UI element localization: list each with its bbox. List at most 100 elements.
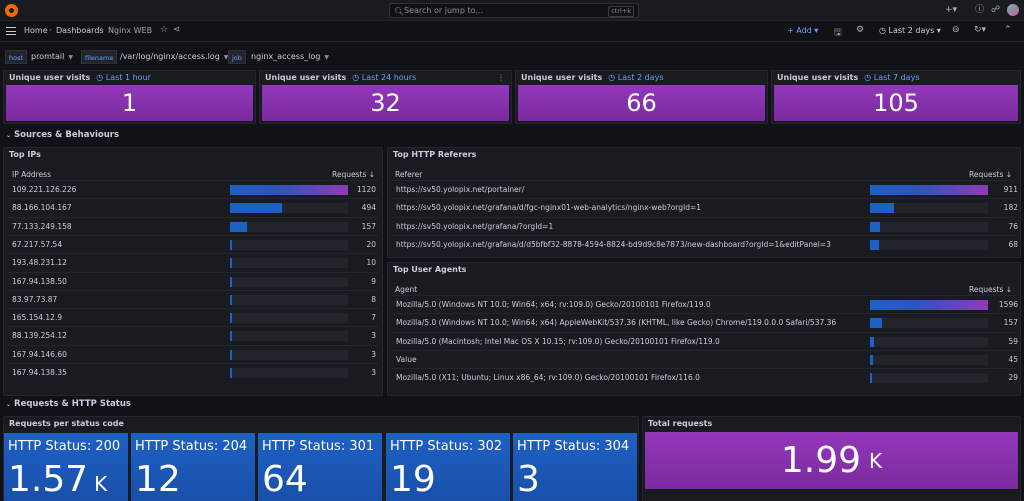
panel-top-ips[interactable]: Top IPs IP Address Requests ↓ 109.221.12…: [3, 147, 383, 396]
column-header-ip[interactable]: IP Address: [12, 170, 51, 179]
requests-value: 1596: [998, 300, 1018, 309]
column-header-requests[interactable]: Requests ↓: [969, 170, 1013, 179]
panel-total-requests[interactable]: Total requests 1.99 K: [642, 416, 1021, 501]
user-agent: Mozilla/5.0 (Macintosh; Intel Mac OS X 1…: [396, 336, 720, 346]
panel-top-referers[interactable]: Top HTTP Referers Referer Requests ↓ htt…: [387, 147, 1021, 258]
table-row[interactable]: 77.133.249.158 157: [8, 216, 378, 235]
status-value: 12: [135, 459, 181, 500]
requests-value: 20: [366, 239, 376, 249]
table-row[interactable]: 88.139.254.12 3: [8, 326, 378, 344]
row-header-sources[interactable]: ⌄ Sources & Behaviours: [6, 130, 120, 140]
referer-url: https://sv50.yolopix.net/grafana/?orgId=…: [396, 221, 554, 231]
row-header-requests[interactable]: ⌄ Requests & HTTP Status: [6, 399, 131, 409]
avatar[interactable]: [1007, 4, 1019, 16]
help-icon[interactable]: ⓘ: [975, 5, 985, 15]
chevron-up-icon[interactable]: ⌃: [1004, 25, 1012, 35]
add-button[interactable]: +︎ Add ▾: [787, 26, 819, 35]
table-row[interactable]: 83.97.73.87 8: [8, 289, 378, 308]
zoom-out-icon[interactable]: ⊖: [952, 25, 960, 35]
table-row[interactable]: 165.154.12.9 7: [8, 308, 378, 326]
column-header-referer[interactable]: Referer: [395, 170, 423, 179]
gauge-fill: [230, 294, 232, 305]
time-info: ◷ Last 1 hour: [96, 73, 151, 82]
ip-address: 165.154.12.9: [12, 313, 63, 323]
share-icon[interactable]: ⋖: [173, 25, 181, 35]
time-picker[interactable]: ◷ Last 2 days ▾: [879, 26, 941, 35]
requests-gauge: [230, 331, 348, 342]
column-header-requests[interactable]: Requests ↓: [332, 170, 376, 179]
star-icon[interactable]: ☆: [160, 25, 169, 35]
table-row[interactable]: https://sv50.yolopix.net/portainer/911: [392, 180, 1018, 198]
table-row[interactable]: 167.94.138.35 3: [8, 363, 378, 381]
requests-gauge: [230, 276, 348, 287]
user-agent: Mozilla/5.0 (Windows NT 10.0; Win64; x64…: [396, 318, 837, 328]
save-icon[interactable]: 🖫︎: [834, 28, 842, 38]
table-row[interactable]: Mozilla/5.0 (X11; Ubuntu; Linux x86_64; …: [392, 368, 1018, 386]
table-row[interactable]: https://sv50.yolopix.net/grafana/?orgId=…: [392, 216, 1018, 235]
time-info: ◷ Last 2 days: [608, 73, 664, 82]
status-value: 64: [262, 459, 308, 500]
referer-url: https://sv50.yolopix.net/grafana/d/fgc-n…: [396, 203, 702, 213]
chevron-right-icon: ›: [49, 26, 52, 34]
requests-value: 59: [1008, 336, 1018, 346]
panel-menu-icon[interactable]: ⋮: [497, 73, 505, 82]
table-row[interactable]: https://sv50.yolopix.net/grafana/d/fgc-n…: [392, 198, 1018, 216]
gauge-fill: [230, 331, 232, 342]
table-row[interactable]: 67.217.57.54 20: [8, 234, 378, 253]
var-filename-select[interactable]: /var/log/nginx/access.log ▼: [120, 52, 229, 61]
panel-title: Top IPs: [9, 150, 41, 159]
table-row[interactable]: 193.48.231.12 10: [8, 253, 378, 271]
search-input[interactable]: 🔍︎ Search or jump to... ctrl+k: [389, 3, 639, 18]
var-job-select[interactable]: nginx_access_log ▼: [251, 52, 329, 61]
breadcrumb-current: Nginx WEB: [108, 26, 153, 35]
table-row[interactable]: 109.221.126.226 1120: [8, 180, 378, 198]
grafana-logo-icon[interactable]: [5, 4, 18, 17]
column-header-agent[interactable]: Agent: [395, 285, 418, 294]
table-row[interactable]: https://sv50.yolopix.net/grafana/d/d5bfb…: [392, 234, 1018, 253]
requests-gauge: [870, 221, 988, 232]
requests-gauge: [870, 185, 988, 195]
requests-gauge: [870, 373, 988, 384]
gauge-fill: [230, 349, 232, 360]
stat-panel-24h[interactable]: Unique user visits ◷ Last 24 hours ⋮ 32: [259, 70, 512, 124]
table-row[interactable]: 167.94.146.60 3: [8, 344, 378, 363]
column-header-requests[interactable]: Requests ↓: [969, 285, 1013, 294]
chevron-down-icon: ⌄: [6, 132, 12, 139]
table-row[interactable]: Mozilla/5.0 (Macintosh; Intel Mac OS X 1…: [392, 331, 1018, 350]
refresh-icon[interactable]: ↻▾: [974, 25, 987, 35]
ip-address: 83.97.73.87: [12, 294, 58, 304]
table-row[interactable]: 167.94.138.50 9: [8, 271, 378, 290]
gauge-fill: [230, 185, 348, 195]
referer-url: https://sv50.yolopix.net/portainer/: [396, 185, 525, 194]
gear-icon[interactable]: ⚙: [856, 25, 865, 35]
shortcut-hint: ctrl+k: [608, 6, 634, 17]
gauge-fill: [230, 239, 233, 250]
breadcrumb-home[interactable]: Home: [24, 26, 48, 35]
panel-title: Top HTTP Referers: [393, 150, 477, 159]
menu-icon[interactable]: [6, 27, 16, 35]
variables-bar: host promtail ▼ filename /var/log/nginx/a…: [0, 50, 1024, 64]
news-icon[interactable]: ☍: [991, 5, 1001, 15]
stat-panel-2d[interactable]: Unique user visits ◷ Last 2 days 66: [515, 70, 768, 124]
breadcrumb-dashboards[interactable]: Dashboards: [56, 26, 104, 35]
table-row[interactable]: Mozilla/5.0 (Windows NT 10.0; Win64; x64…: [392, 295, 1018, 313]
requests-value: 68: [1008, 239, 1018, 249]
stat-value: 32: [262, 85, 509, 121]
table-row[interactable]: 88.166.104.167 494: [8, 198, 378, 216]
ip-address: 67.217.57.54: [12, 239, 63, 249]
requests-gauge: [230, 203, 348, 214]
gauge-fill: [870, 203, 894, 214]
table-row[interactable]: Mozilla/5.0 (Windows NT 10.0; Win64; x64…: [392, 313, 1018, 331]
sort-desc-icon: ↓: [1005, 170, 1013, 179]
requests-value: 76: [1008, 221, 1018, 231]
top-bar: 🔍︎ Search or jump to... ctrl+k +▾ ⓘ ☍: [0, 0, 1024, 21]
stat-panel-7d[interactable]: Unique user visits ◷ Last 7 days 105: [771, 70, 1021, 124]
ip-address: 88.139.254.12: [12, 331, 67, 341]
var-host-select[interactable]: promtail ▼: [31, 52, 73, 61]
panel-top-user-agents[interactable]: Top User Agents Agent Requests ↓ Mozilla…: [387, 262, 1021, 396]
plus-icon[interactable]: +▾: [945, 5, 958, 15]
stat-panel-1h[interactable]: Unique user visits ◷ Last 1 hour 1: [3, 70, 256, 124]
gauge-fill: [230, 221, 247, 232]
table-row[interactable]: Value 45: [392, 349, 1018, 368]
status-label: HTTP Status: 200: [8, 439, 121, 454]
